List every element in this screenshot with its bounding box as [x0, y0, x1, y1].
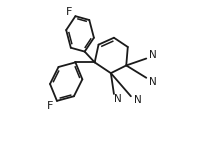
Text: F: F: [47, 101, 53, 111]
Text: N: N: [134, 95, 142, 105]
Text: N: N: [114, 94, 122, 104]
Text: F: F: [66, 7, 73, 17]
Text: N: N: [149, 51, 157, 60]
Text: N: N: [149, 77, 157, 87]
